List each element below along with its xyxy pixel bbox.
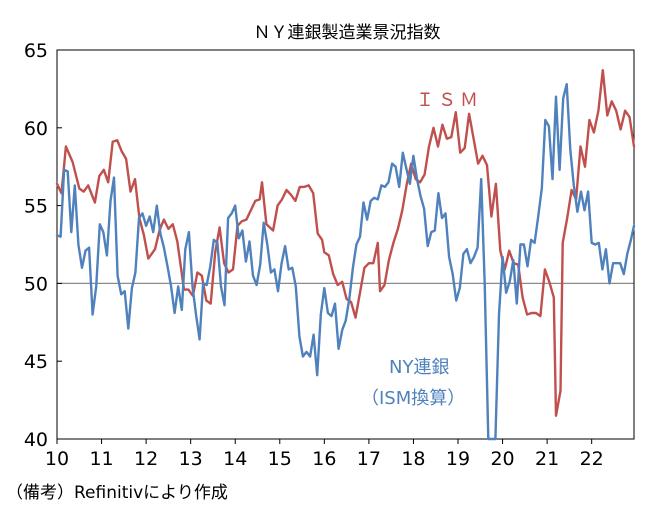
y-tick-label: 55 — [24, 196, 48, 218]
x-tick-label: 11 — [89, 448, 113, 470]
y-tick-label: 45 — [24, 351, 48, 373]
ism-series-label: ＩＳＭ — [416, 90, 482, 111]
ism-series-line — [55, 68, 636, 417]
ny-fed-series-sublabel: （ISM換算） — [361, 388, 465, 409]
x-tick-label: 17 — [357, 448, 381, 470]
chart-title: ＮＹ連銀製造業景況指数 — [254, 23, 441, 43]
ny-fed-series-line — [55, 82, 636, 441]
x-tick-label: 10 — [45, 448, 69, 470]
x-tick-label: 22 — [580, 448, 604, 470]
plot-area — [56, 49, 635, 440]
y-axis: 40 45 50 55 60 65 — [24, 40, 62, 451]
y-tick-label: 50 — [24, 273, 48, 295]
x-tick-label: 14 — [223, 448, 247, 470]
y-tick-label: 40 — [24, 429, 48, 451]
y-tick-label: 60 — [24, 118, 48, 140]
x-tick-label: 13 — [179, 448, 203, 470]
y-tick-label: 65 — [24, 40, 48, 62]
x-tick-label: 20 — [490, 448, 514, 470]
x-tick-label: 15 — [268, 448, 292, 470]
x-tick-label: 12 — [134, 448, 158, 470]
ny-fed-series-label: NY連銀 — [389, 357, 449, 378]
x-tick-label: 16 — [312, 448, 336, 470]
x-axis: 10 11 12 13 14 15 16 17 18 19 20 21 22 — [45, 439, 604, 470]
x-tick-label: 19 — [446, 448, 470, 470]
x-tick-label: 21 — [535, 448, 559, 470]
x-tick-label: 18 — [401, 448, 425, 470]
source-note: （備考）Refinitivにより作成 — [6, 483, 228, 503]
series-layer — [55, 68, 636, 441]
